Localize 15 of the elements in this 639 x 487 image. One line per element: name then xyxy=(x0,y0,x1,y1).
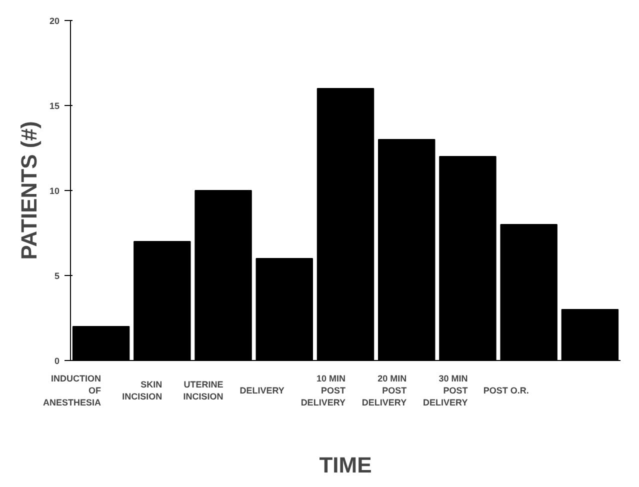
x-tick-label: POST O.R. xyxy=(483,386,529,396)
x-tick-label: DELIVERY xyxy=(240,386,284,396)
y-tick-label: 15 xyxy=(49,101,60,111)
x-tick-label: SKIN INCISION xyxy=(122,380,162,402)
y-tick-label: 20 xyxy=(49,16,60,26)
x-tick-label: INDUCTION OF ANESTHESIA xyxy=(43,374,102,408)
x-tick-label: UTERINE INCISION xyxy=(183,380,224,402)
y-tick-label: 10 xyxy=(49,186,60,196)
x-tick-label: 30 MIN POST DELIVERY xyxy=(423,374,468,408)
x-axis-title: TIME xyxy=(319,452,372,478)
x-tick-label: 20 MIN POST DELIVERY xyxy=(362,374,408,408)
y-tick-label: 5 xyxy=(54,271,60,281)
y-axis-title: PATIENTS (#) xyxy=(16,121,42,260)
y-tick-label: 0 xyxy=(54,356,60,366)
x-tick-label: 10 MIN POST DELIVERY xyxy=(300,374,346,408)
